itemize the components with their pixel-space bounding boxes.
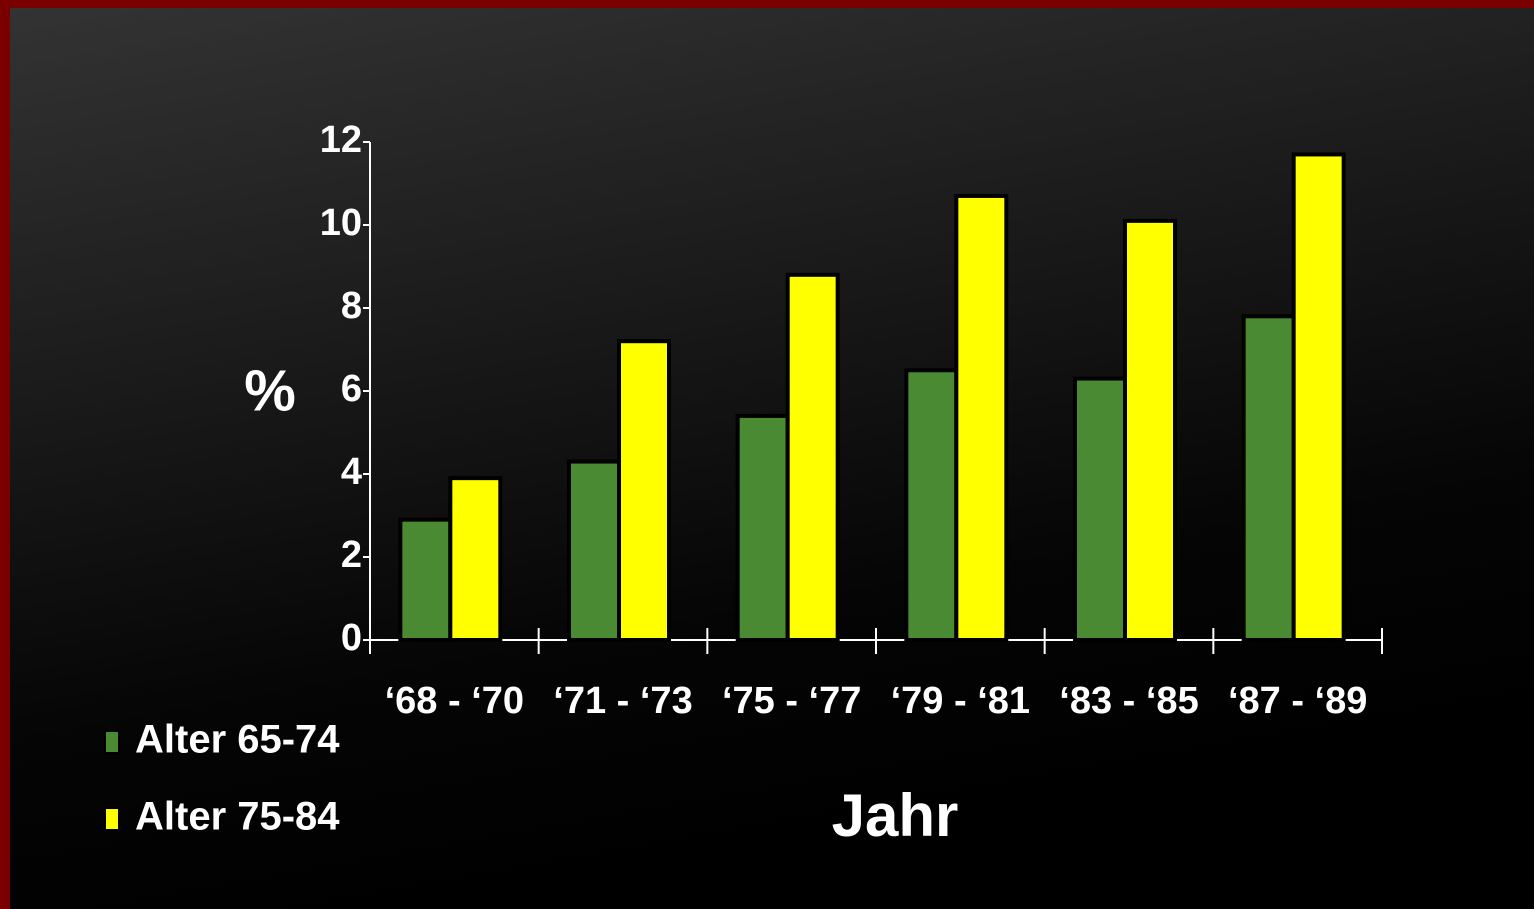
bar	[617, 339, 671, 642]
bar	[448, 476, 503, 642]
bar	[1241, 314, 1296, 642]
y-axis-label: %	[244, 358, 296, 423]
x-tick-label: ‘68 - ‘70	[385, 680, 524, 722]
y-tick-label: 0	[341, 617, 362, 659]
y-tick-label: 2	[341, 534, 362, 576]
legend-swatch	[104, 807, 120, 831]
bar	[567, 459, 621, 642]
y-tick-label: 12	[320, 119, 362, 161]
bar	[1291, 152, 1346, 642]
x-tick-label: ‘71 - ‘73	[553, 680, 692, 722]
y-tick-label: 4	[341, 451, 362, 493]
bar	[904, 368, 959, 642]
x-tick-label: ‘87 - ‘89	[1228, 680, 1367, 722]
legend-label: Alter 75-84	[135, 795, 340, 839]
bar	[735, 413, 790, 642]
x-axis-label: Jahr	[832, 782, 959, 849]
y-tick-label: 6	[341, 368, 362, 410]
bar	[1123, 218, 1177, 642]
legend-swatch	[104, 730, 120, 754]
bar	[954, 193, 1009, 642]
x-tick-label: ‘75 - ‘77	[722, 680, 861, 722]
y-tick-label: 8	[341, 285, 362, 327]
bar	[398, 517, 453, 643]
x-tick-label: ‘83 - ‘85	[1059, 680, 1198, 722]
bar	[1073, 376, 1127, 642]
x-tick-label: ‘79 - ‘81	[891, 680, 1030, 722]
y-tick-label: 10	[320, 202, 362, 244]
bar	[785, 272, 840, 642]
legend-label: Alter 65-74	[135, 718, 340, 762]
